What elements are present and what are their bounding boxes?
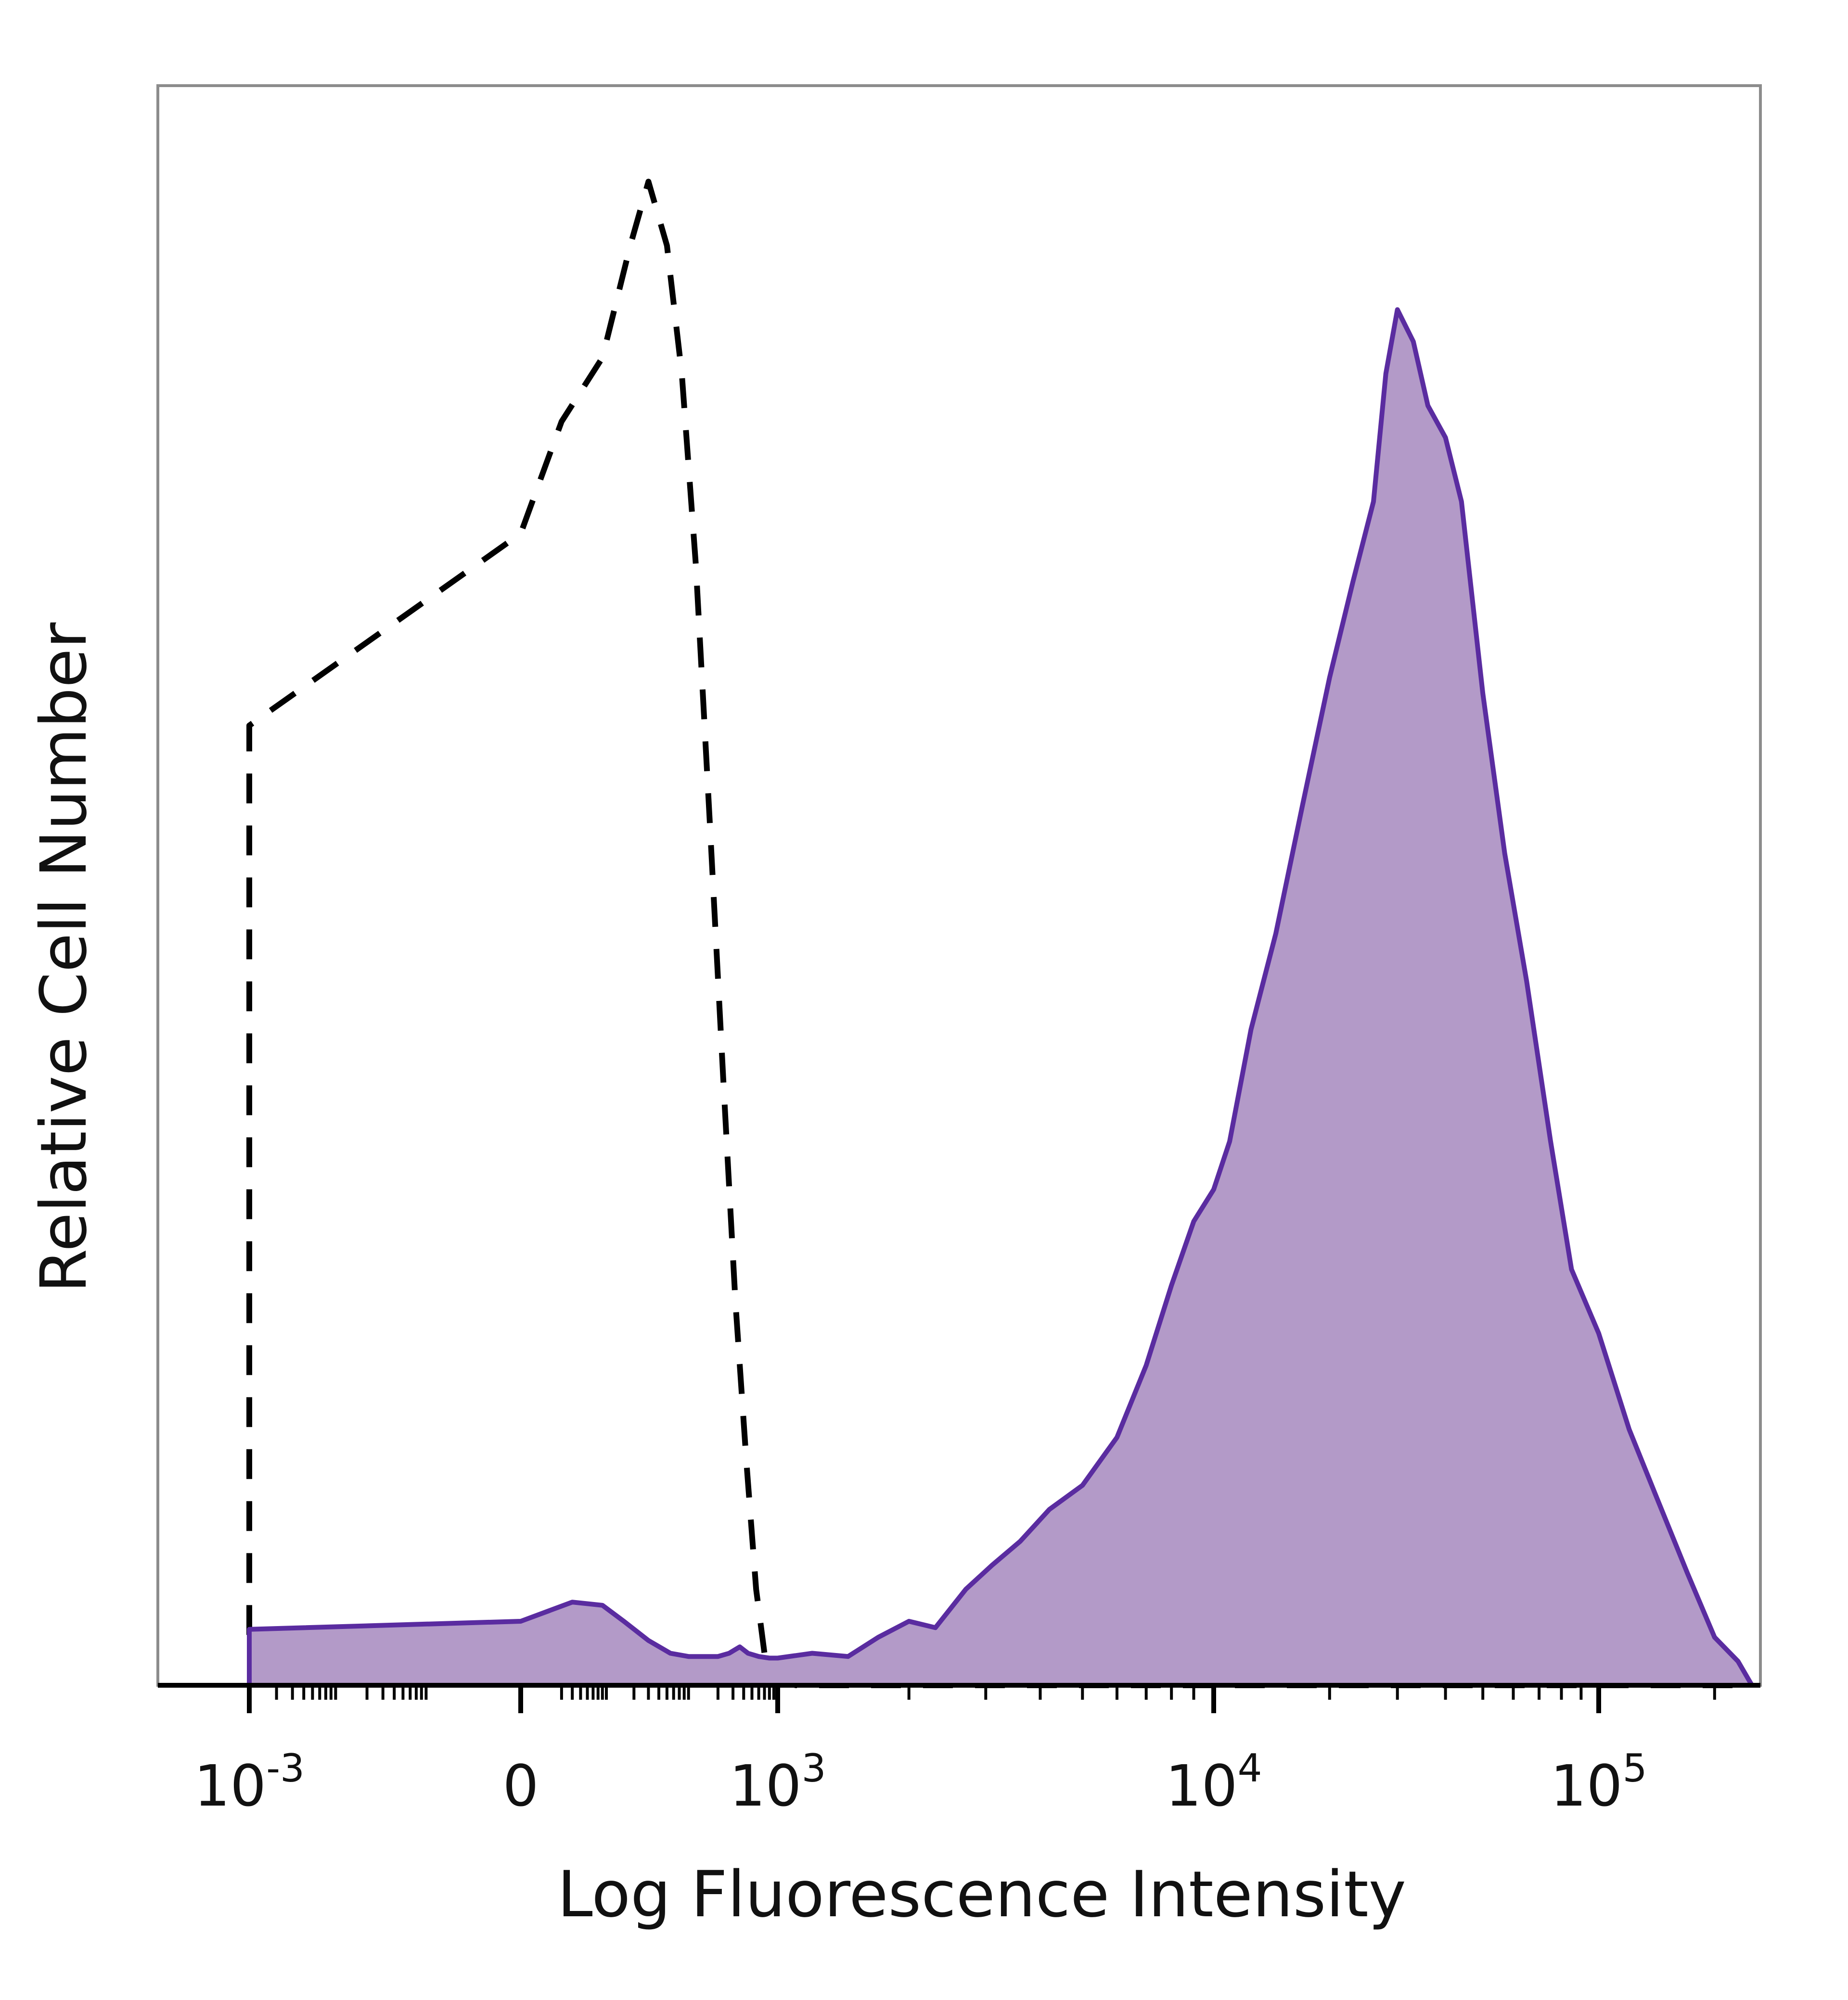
x-axis-label: Log Fluorescence Intensity [557,1858,1406,1932]
x-tick-label: 105 [1550,1746,1647,1819]
series-1-fill [249,309,1752,1686]
x-axis-tick-labels: 10-3 0 103 104 105 [194,1746,1647,1819]
x-axis-ticks [247,1685,1716,1713]
x-tick-label: 104 [1165,1746,1262,1819]
x-tick-label: 103 [729,1746,826,1819]
series-layer [246,179,1754,1688]
x-tick-label: 0 [502,1753,539,1819]
series-1-line [247,307,1754,1688]
x-tick-label: 10-3 [194,1746,305,1819]
y-axis-label: Relative Cell Number [27,622,101,1293]
series-0-line [246,179,1752,1688]
